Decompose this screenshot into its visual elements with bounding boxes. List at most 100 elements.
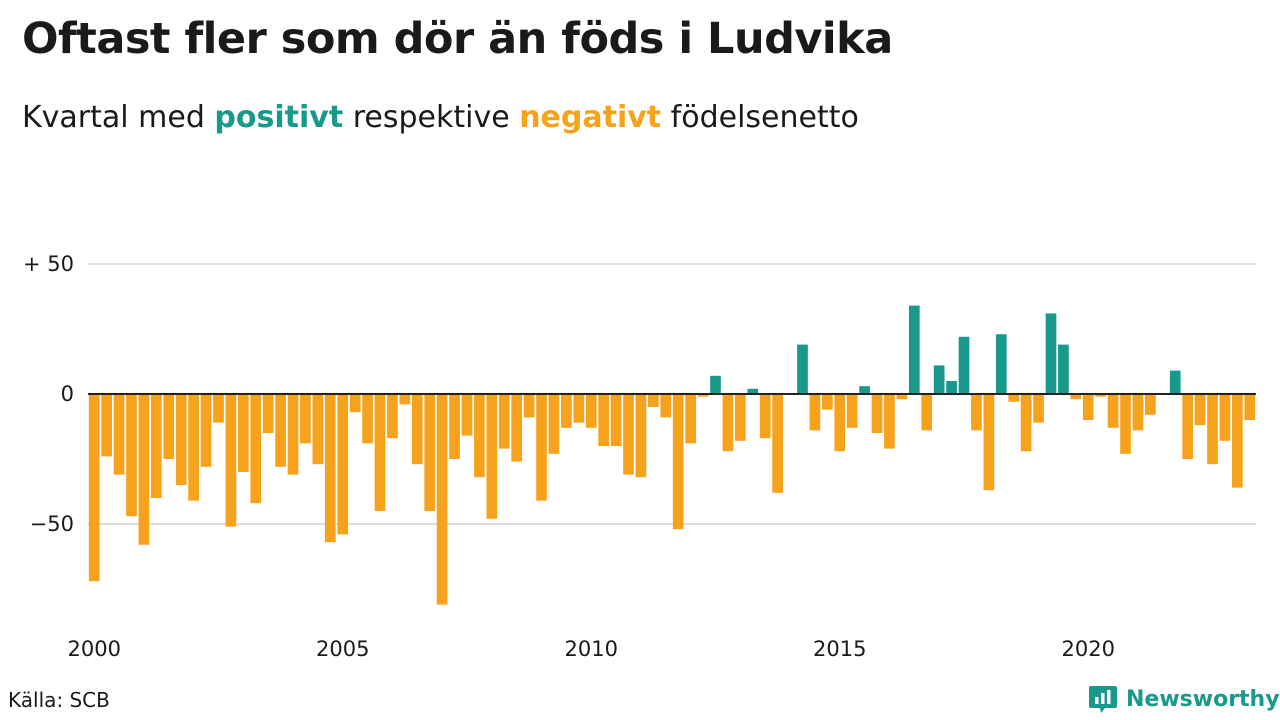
bar <box>759 394 771 439</box>
bar <box>1145 394 1156 415</box>
bar <box>511 394 523 462</box>
bar <box>262 394 274 433</box>
bar <box>101 394 112 457</box>
bar <box>349 394 361 413</box>
bar <box>1058 344 1069 394</box>
bar <box>449 394 460 459</box>
bar <box>1082 394 1094 420</box>
bar <box>859 386 870 394</box>
bar <box>573 394 585 423</box>
x-tick-label: 2015 <box>813 637 866 661</box>
bar <box>175 394 187 485</box>
source-note: Källa: SCB <box>8 688 110 712</box>
bar <box>983 394 995 491</box>
bar-chart: + 50 0 −50 2000 2005 2010 2015 2020 <box>23 252 1256 661</box>
bar <box>598 394 610 446</box>
bar <box>908 305 920 394</box>
bar <box>237 394 249 472</box>
bar <box>971 394 982 431</box>
bar <box>648 394 659 407</box>
bar <box>498 394 510 449</box>
bar-chart-speech-bubble-icon <box>1089 686 1117 713</box>
bar <box>486 394 498 519</box>
bar <box>809 394 821 431</box>
bar <box>821 394 833 410</box>
bar <box>374 394 386 511</box>
bar <box>200 394 212 467</box>
bar <box>1045 313 1057 394</box>
bar <box>896 394 908 400</box>
bar <box>536 394 547 501</box>
bar <box>126 394 137 517</box>
bar <box>287 394 299 475</box>
x-tick-label: 2020 <box>1062 637 1115 661</box>
bar <box>250 394 262 504</box>
bar <box>1020 394 1032 452</box>
bar <box>275 394 286 467</box>
bar <box>163 394 175 459</box>
bar <box>722 394 734 452</box>
bar <box>921 394 933 431</box>
subtitle-suffix: födelsenetto <box>661 100 859 135</box>
bar <box>884 394 895 449</box>
bar <box>871 394 883 433</box>
bar <box>362 394 373 444</box>
bar <box>88 394 100 582</box>
bar <box>1232 394 1243 488</box>
brand-logo: Newsworthy <box>1088 684 1280 714</box>
bar <box>946 381 957 394</box>
chart-title: Oftast fler som dör än föds i Ludvika <box>22 14 893 64</box>
bar <box>337 394 349 535</box>
bar <box>225 394 237 527</box>
bar <box>411 394 423 465</box>
bar <box>747 388 759 394</box>
bar <box>399 394 411 405</box>
bar <box>660 394 672 418</box>
bar <box>610 394 622 446</box>
bar <box>561 394 572 428</box>
bar <box>113 394 125 475</box>
bar <box>797 344 808 394</box>
subtitle-middle: respektive <box>343 100 520 135</box>
bar <box>772 394 783 493</box>
bar <box>933 365 945 394</box>
bar <box>138 394 150 545</box>
bar <box>1132 394 1144 431</box>
bar <box>846 394 858 428</box>
y-tick-label: + 50 <box>23 252 74 276</box>
y-tick-label: 0 <box>61 382 74 406</box>
bar <box>461 394 473 436</box>
bar <box>424 394 436 511</box>
bar <box>1095 394 1107 397</box>
bar <box>958 336 970 394</box>
legend-negative: negativt <box>519 100 662 135</box>
bar <box>213 394 224 423</box>
legend-positive: positivt <box>214 100 344 135</box>
bar <box>635 394 647 478</box>
bar <box>672 394 684 530</box>
bar <box>548 394 560 454</box>
bar <box>685 394 696 444</box>
bar <box>188 394 199 501</box>
bar <box>474 394 485 478</box>
x-tick-label: 2010 <box>565 637 618 661</box>
bar <box>1194 394 1206 426</box>
bar <box>585 394 597 428</box>
bar <box>834 394 846 452</box>
bar <box>387 394 398 439</box>
bar <box>697 394 709 397</box>
bar <box>312 394 324 465</box>
bar <box>1107 394 1119 428</box>
x-tick-label: 2000 <box>67 637 120 661</box>
bar <box>623 394 634 475</box>
bar <box>995 334 1007 394</box>
bar <box>324 394 336 543</box>
bar <box>1182 394 1194 459</box>
bar <box>523 394 535 418</box>
bar <box>436 394 448 605</box>
bar <box>1169 370 1181 394</box>
x-tick-label: 2005 <box>316 637 369 661</box>
chart-subtitle: Kvartal med positivt respektive negativt… <box>22 100 859 135</box>
bar <box>1033 394 1044 423</box>
bar <box>300 394 311 444</box>
